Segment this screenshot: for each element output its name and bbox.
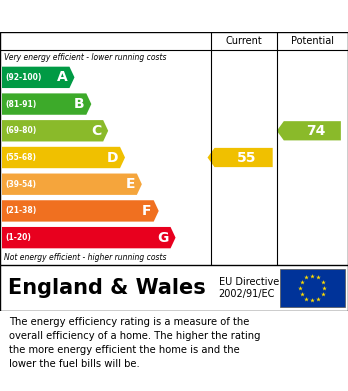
Polygon shape	[2, 120, 108, 142]
Polygon shape	[2, 67, 74, 88]
Text: (39-54): (39-54)	[5, 180, 36, 189]
Text: (69-80): (69-80)	[5, 126, 36, 135]
Text: Very energy efficient - lower running costs: Very energy efficient - lower running co…	[4, 52, 166, 61]
Polygon shape	[2, 147, 125, 168]
Text: Potential: Potential	[291, 36, 334, 46]
Text: B: B	[74, 97, 84, 111]
Polygon shape	[2, 93, 91, 115]
Polygon shape	[277, 121, 341, 140]
Text: England & Wales: England & Wales	[8, 278, 206, 298]
Text: Current: Current	[225, 36, 262, 46]
Text: (81-91): (81-91)	[5, 100, 36, 109]
Polygon shape	[2, 227, 175, 248]
Text: The energy efficiency rating is a measure of the
overall efficiency of a home. T: The energy efficiency rating is a measur…	[9, 317, 260, 369]
Bar	[280, 269, 345, 307]
Text: C: C	[91, 124, 101, 138]
Text: (21-38): (21-38)	[5, 206, 36, 215]
Text: EU Directive
2002/91/EC: EU Directive 2002/91/EC	[219, 277, 279, 299]
Text: Energy Efficiency Rating: Energy Efficiency Rating	[9, 7, 238, 25]
Text: Not energy efficient - higher running costs: Not energy efficient - higher running co…	[4, 253, 166, 262]
Text: (1-20): (1-20)	[5, 233, 31, 242]
Polygon shape	[2, 174, 142, 195]
Text: (55-68): (55-68)	[5, 153, 36, 162]
Text: (92-100): (92-100)	[5, 73, 41, 82]
Text: A: A	[57, 70, 68, 84]
Text: 74: 74	[306, 124, 325, 138]
Text: D: D	[106, 151, 118, 165]
Polygon shape	[207, 148, 273, 167]
Text: G: G	[157, 231, 168, 245]
Polygon shape	[2, 200, 159, 222]
Text: E: E	[125, 177, 135, 191]
Text: F: F	[142, 204, 152, 218]
Text: 55: 55	[237, 151, 256, 165]
